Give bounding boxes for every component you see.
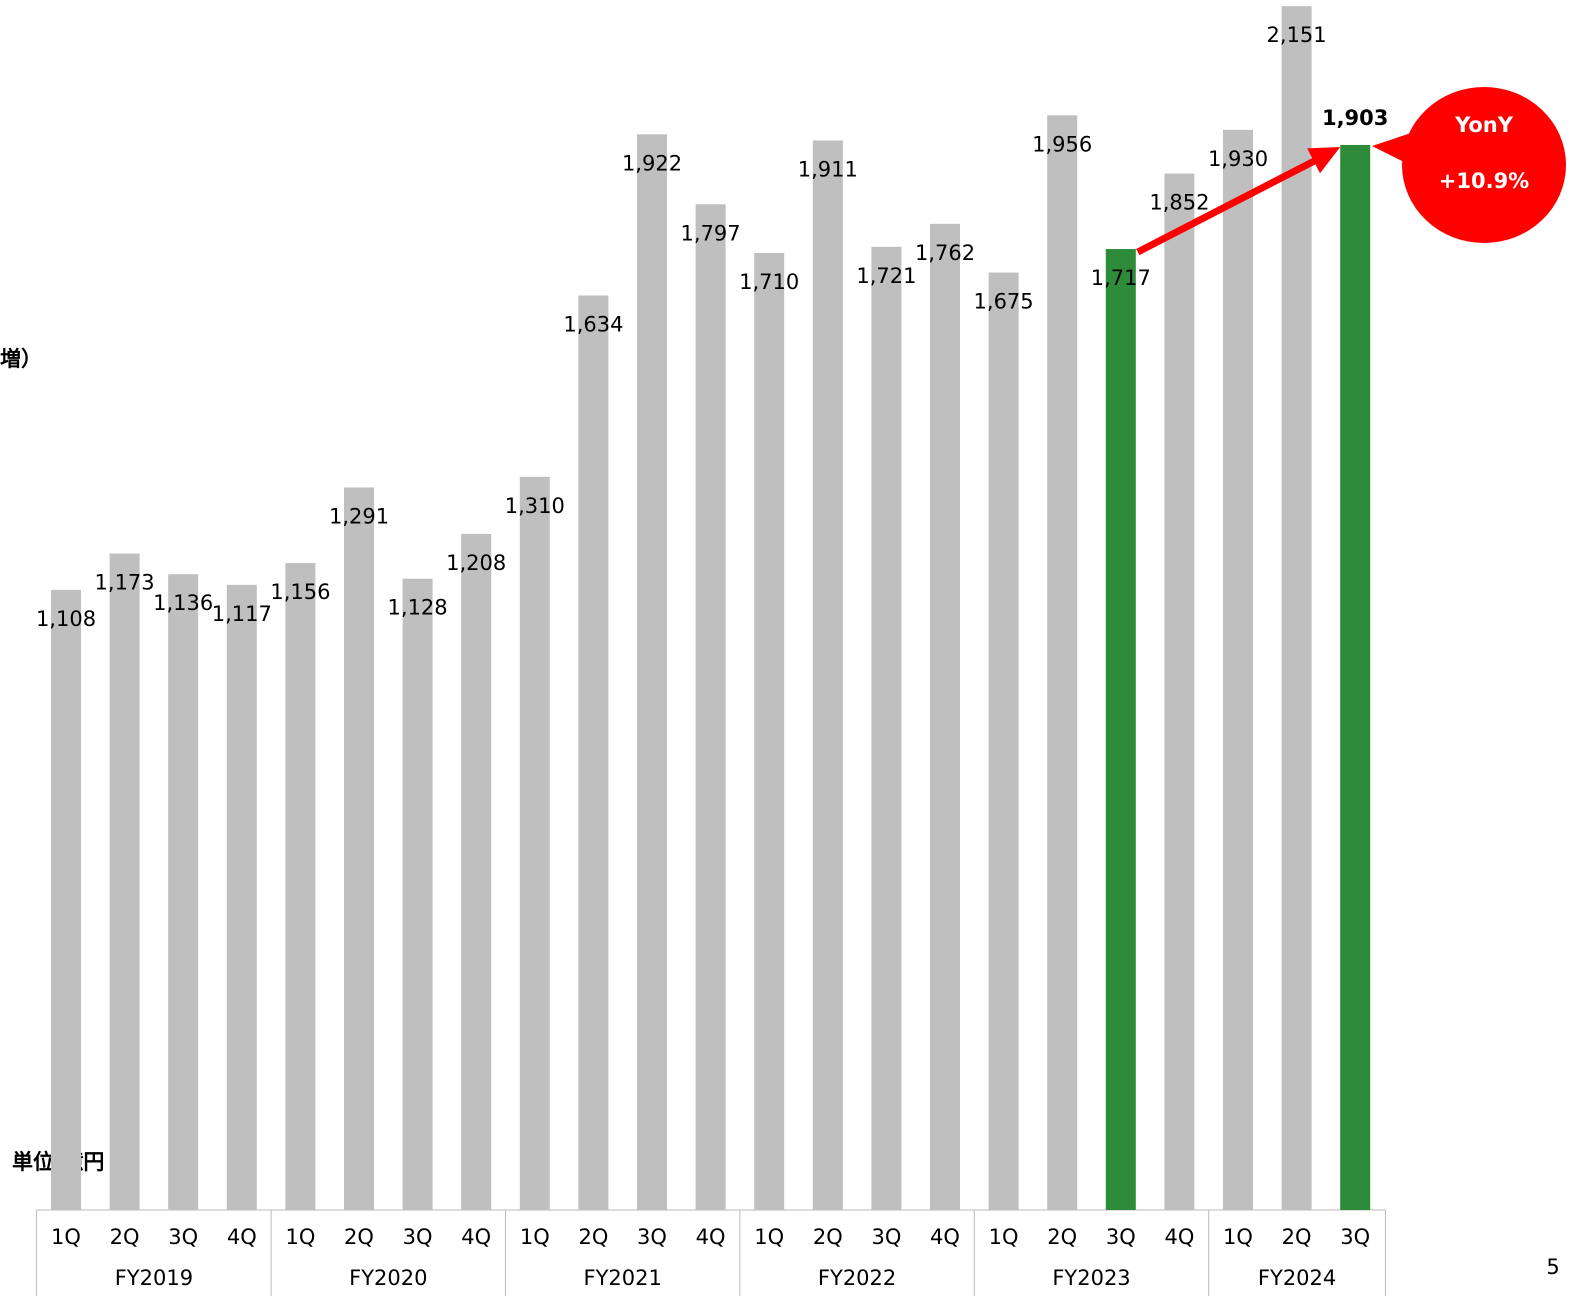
value-label: 1,797 [681, 221, 741, 245]
bar [1223, 129, 1253, 1210]
x-tick-label: 2Q [110, 1225, 140, 1249]
value-label: 1,156 [270, 580, 330, 604]
page-number: 5 [1546, 1255, 1559, 1279]
x-tick-label: 1Q [989, 1225, 1019, 1249]
group-label: FY2021 [584, 1266, 662, 1290]
value-label: 1,717 [1091, 266, 1151, 290]
value-label: 1,911 [798, 157, 858, 181]
value-label: 1,173 [95, 571, 155, 595]
callout-title: YonY [1454, 113, 1514, 137]
x-tick-label: 4Q [696, 1225, 726, 1249]
value-label: 1,903 [1322, 106, 1388, 130]
x-tick-label: 2Q [1282, 1225, 1312, 1249]
callout-change: +10.9% [1439, 169, 1529, 193]
value-label: 1,675 [974, 290, 1034, 314]
x-tick-label: 4Q [461, 1225, 491, 1249]
value-label: 1,922 [622, 151, 682, 175]
x-tick-label: 4Q [930, 1225, 960, 1249]
x-tick-label: 3Q [1106, 1225, 1136, 1249]
value-label: 1,634 [563, 313, 623, 337]
bar [461, 533, 492, 1210]
group-label: FY2023 [1052, 1266, 1130, 1290]
value-label: 1,136 [153, 591, 213, 615]
x-tick-label: 3Q [403, 1225, 433, 1249]
bar [519, 476, 550, 1210]
value-label: 1,310 [505, 494, 565, 518]
bar [578, 295, 609, 1210]
value-label: 1,128 [388, 596, 448, 620]
bar [402, 578, 433, 1210]
x-tick-label: 3Q [871, 1225, 901, 1249]
bar [285, 563, 316, 1210]
x-tick-label: 2Q [813, 1225, 843, 1249]
value-label: 1,721 [856, 264, 916, 288]
bar [637, 134, 667, 1210]
value-label: 1,852 [1149, 190, 1209, 214]
bar [1281, 6, 1312, 1210]
x-tick-label: 4Q [227, 1225, 257, 1249]
x-tick-label: 1Q [1223, 1225, 1253, 1249]
x-tick-label: 4Q [1164, 1225, 1194, 1249]
x-tick-label: 2Q [578, 1225, 608, 1249]
yoy-arrow [1136, 155, 1320, 256]
x-tick-label: 1Q [520, 1225, 550, 1249]
chart-title: 増） [0, 347, 42, 371]
bar [1047, 115, 1078, 1211]
x-tick-label: 2Q [344, 1225, 374, 1249]
value-label: 1,762 [915, 241, 975, 265]
bar [695, 204, 726, 1210]
bar [812, 140, 843, 1210]
bar [51, 589, 81, 1210]
x-tick-label: 1Q [285, 1225, 315, 1249]
bar [1340, 144, 1371, 1211]
value-label: 1,291 [329, 504, 389, 528]
value-label: 1,710 [739, 270, 799, 294]
x-tick-label: 1Q [51, 1225, 81, 1249]
bar [344, 487, 374, 1210]
x-tick-label: 1Q [754, 1225, 784, 1249]
bar [109, 553, 140, 1210]
bar [226, 584, 257, 1210]
value-label: 1,930 [1208, 147, 1268, 171]
callout-bubble [1402, 87, 1566, 243]
value-label: 1,208 [446, 551, 506, 575]
bar [754, 252, 785, 1210]
group-label: FY2024 [1258, 1266, 1336, 1290]
value-label: 1,108 [36, 607, 96, 631]
bar [1105, 249, 1136, 1210]
group-label: FY2019 [115, 1266, 193, 1290]
yoy-arrowhead [1307, 146, 1341, 174]
bar [1164, 173, 1195, 1210]
bar [930, 223, 960, 1210]
value-label: 1,956 [1032, 132, 1092, 156]
x-tick-label: 3Q [637, 1225, 667, 1249]
bar [988, 272, 1019, 1210]
x-tick-label: 2Q [1047, 1225, 1077, 1249]
value-label: 1,117 [212, 602, 272, 626]
group-label: FY2020 [349, 1266, 427, 1290]
bar [168, 574, 199, 1210]
x-tick-label: 3Q [1340, 1225, 1370, 1249]
x-tick-label: 3Q [168, 1225, 198, 1249]
bar [871, 246, 902, 1211]
value-label: 2,151 [1267, 23, 1327, 47]
group-label: FY2022 [818, 1266, 896, 1290]
